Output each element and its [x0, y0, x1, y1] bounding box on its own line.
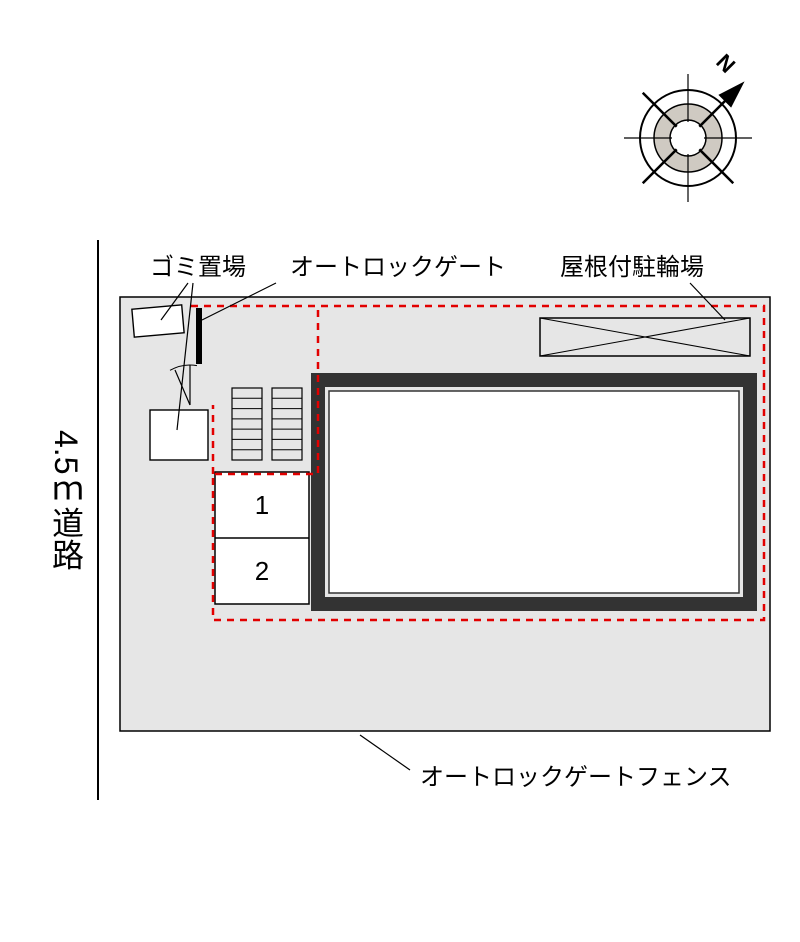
road-label: 4.5ｍ道路	[48, 430, 84, 571]
parking-number: 2	[255, 556, 269, 586]
utility-box	[150, 410, 208, 460]
label-bike: 屋根付駐輪場	[560, 254, 704, 281]
parking-number: 1	[255, 490, 269, 520]
label-gate: オートロックゲート	[290, 254, 506, 281]
label-fence: オートロックゲートフェンス	[420, 764, 732, 791]
gate-bar	[196, 308, 202, 364]
label-trash: ゴミ置場	[150, 254, 246, 281]
trash-box	[132, 305, 184, 337]
building-inner	[329, 391, 739, 593]
